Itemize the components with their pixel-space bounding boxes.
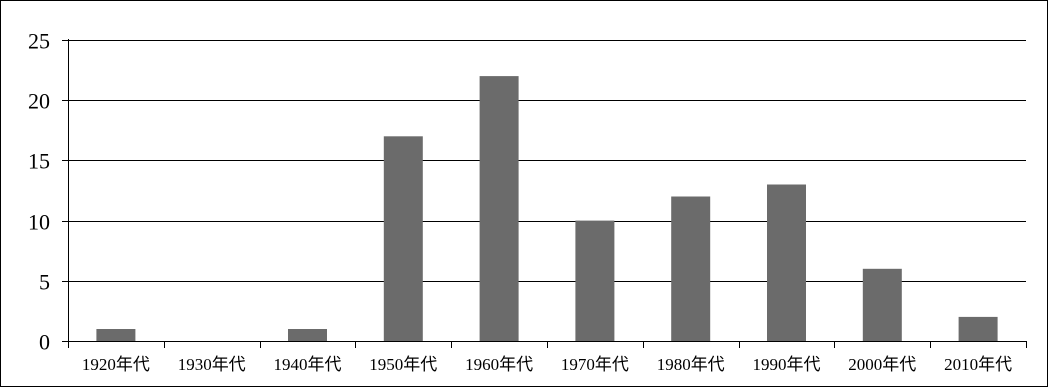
bar	[671, 196, 711, 341]
y-tick-label: 5	[39, 270, 50, 295]
bar	[288, 329, 327, 341]
bar	[96, 329, 136, 341]
y-tick-label: 20	[28, 89, 50, 114]
x-tick-label: 1930年代	[178, 355, 246, 374]
bar	[767, 184, 806, 341]
x-tick-label: 1990年代	[753, 355, 821, 374]
y-tick-label: 10	[28, 210, 50, 235]
x-tick-label: 1940年代	[274, 355, 342, 374]
bar	[862, 268, 902, 341]
x-tick-label: 1980年代	[657, 355, 725, 374]
x-tick-label: 2010年代	[944, 355, 1012, 374]
x-tick-labels: 1920年代 1930年代 1940年代 1950年代 1960年代 1970年代 1980…	[82, 355, 1012, 374]
gridlines	[68, 40, 1026, 282]
y-tick-label: 15	[28, 149, 50, 174]
bar	[479, 76, 519, 341]
bar	[958, 316, 998, 341]
x-tick-label: 1970年代	[561, 355, 629, 374]
y-tick-label: 25	[28, 29, 50, 54]
bars	[96, 76, 998, 341]
x-tick-label: 1950年代	[369, 355, 437, 374]
bar	[575, 220, 615, 341]
x-tick-label: 1920年代	[82, 355, 150, 374]
axes	[62, 39, 1027, 348]
bar	[383, 136, 423, 341]
x-tick-label: 2000年代	[848, 355, 916, 374]
x-tick-label: 1960年代	[465, 355, 533, 374]
y-tick-labels: 0 5 10 15 20 25	[28, 29, 50, 355]
y-tick-label: 0	[39, 330, 50, 355]
